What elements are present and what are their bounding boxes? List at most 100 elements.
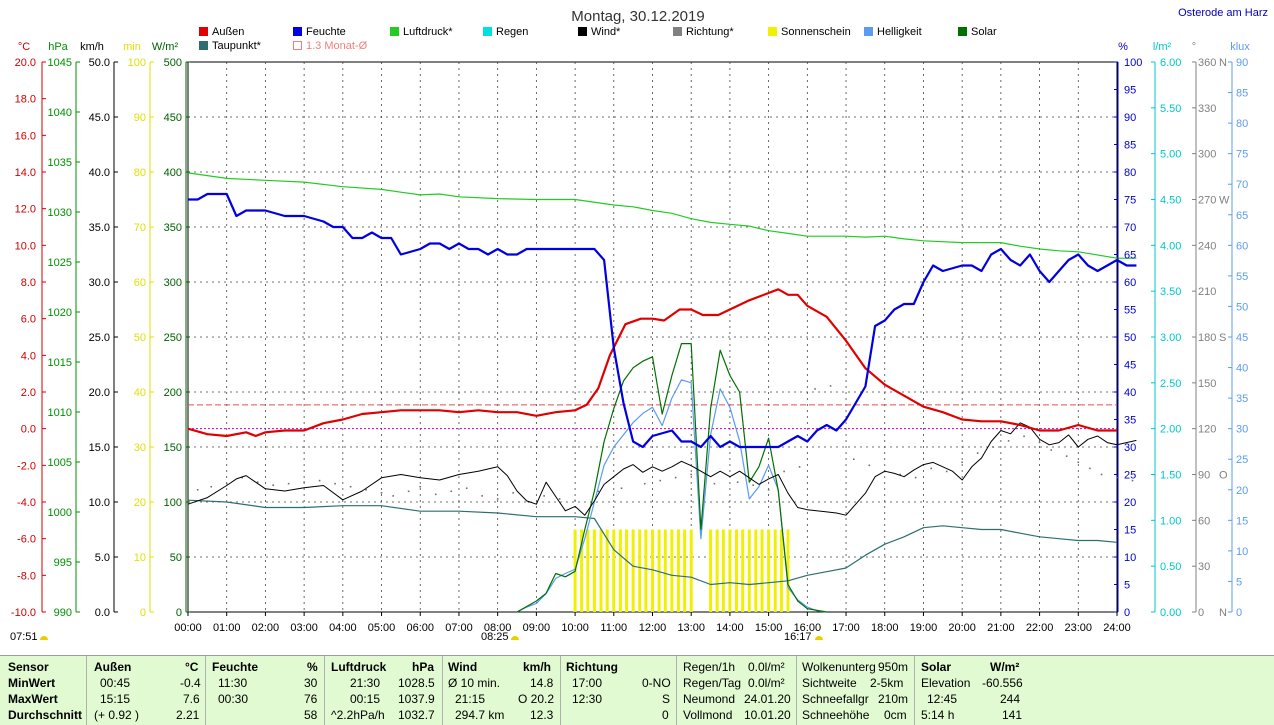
stats-label: 5:14 h [921,708,955,722]
axis-unit: hPa [48,41,68,53]
legend-label: Taupunkt* [212,40,262,52]
axis-tick-label: 330 [1198,103,1216,115]
stats-value: 2-5km [870,676,904,690]
axis-tick-label: 85 [1236,88,1248,100]
stats-value: 14.8 [530,676,554,690]
axis-tick-label: 1045 [48,57,72,69]
axis-tick-label: 1035 [48,157,72,169]
axis-tick-label: 90 [1236,57,1248,69]
axis-tick-label: 20.0 [89,387,110,399]
axis-tick-label: 1030 [48,207,72,219]
axis-tick-label: 18.0 [15,94,36,106]
axis-tick-label: 40.0 [89,167,110,179]
time-tick-label: 16:00 [794,622,822,634]
axis-tick-label: 0.0 [95,607,110,619]
axis-tick-label: 150 [164,442,182,454]
axis-tick-label: 50.0 [89,57,110,69]
direction-point [961,461,963,464]
axis-tick-label: 400 [164,167,182,179]
stats-header-luftdruck: Luftdruck [331,660,387,674]
legend-label: Helligkeit [877,26,922,38]
legend-swatch [293,41,302,50]
time-tick-label: 11:00 [600,622,627,634]
stats-unit: % [307,660,318,674]
stats-value: O 20.2 [518,692,555,706]
axis-tick-label: 1020 [48,307,72,319]
time-tick-label: 07:00 [445,622,473,634]
location-link[interactable]: Osterode am Harz [1178,7,1268,19]
direction-point [829,385,832,387]
direction-point [574,499,576,502]
axis-tick-label: 25 [1124,470,1136,482]
legend-label: Außen [212,26,244,38]
axis-unit: klux [1230,41,1250,53]
stats-value: 2.21 [176,708,200,722]
direction-point [1077,461,1080,464]
axis-tick-label: 240 [1198,240,1216,252]
axis-tick-label: 5.00 [1160,149,1181,161]
direction-point [713,482,716,485]
axis-unit: km/h [80,41,104,53]
direction-point [241,476,243,479]
axis-tick-label: 60 [134,277,146,289]
time-tick-label: 01:00 [213,622,241,634]
time-tick-label: 18:00 [871,622,899,634]
direction-point [210,485,213,488]
time-tick-label: 03:00 [290,622,318,634]
direction-point [256,481,259,483]
direction-point [620,487,623,490]
axis-tick-label: 0 [1124,607,1130,619]
stats-value: -60.556 [982,676,1023,690]
direction-point [512,492,514,494]
direction-point [899,473,902,476]
axis-tick-label: 180 [1198,332,1216,344]
chart-title: Montag, 30.12.2019 [571,8,704,25]
time-tick-label: 04:00 [329,622,357,634]
stats-header-wind: Wind [448,660,478,674]
stats-value: 244 [1000,692,1021,706]
legend-swatch [768,27,777,36]
stats-time: 00:15 [350,692,381,706]
direction-point [868,464,871,467]
direction-point [659,479,662,482]
axis-tick-label: 270 [1198,195,1216,207]
direction-point [1065,455,1068,457]
axis-tick-label: 30 [1198,561,1210,573]
stats-value: 24.01.20 [744,692,791,706]
axis-tick-label: 30.0 [89,277,110,289]
stats-label: Elevation [921,676,971,690]
stats-value: 1037.9 [398,692,435,706]
axis-tick-label: -4.0 [17,497,36,509]
axis-tick-label: 0 [176,607,182,619]
axis-tick-label: 40 [134,387,146,399]
axis-tick-label: 3.00 [1160,332,1181,344]
axis-tick-label: 1010 [48,407,72,419]
axis-tick-label: -8.0 [17,570,36,582]
axis-tick-label: 1040 [48,107,72,119]
axis-tick-label: 4.0 [21,350,36,362]
axis-tick-label: 50 [1236,301,1248,313]
direction-point [392,495,394,497]
legend-label: Sonnenschein [781,26,851,38]
axis-tick-label: 45 [1236,332,1248,344]
axis-tick-label: 70 [1124,222,1136,234]
axis-tick-label: 120 [1198,424,1216,436]
direction-point [752,484,754,486]
direction-point [380,492,383,494]
direction-point [674,476,677,479]
stats-value: 1032.7 [398,708,435,722]
stats-row-label: MinWert [8,676,56,690]
axis-tick-label: 75 [1236,149,1248,161]
axis-tick-label: 350 [164,222,182,234]
time-tick-label: 24:00 [1103,622,1131,634]
time-tick-label: 05:00 [368,622,396,634]
axis-tick-label: 10.0 [15,240,36,252]
stats-unit: km/h [523,660,552,674]
direction-point [643,482,646,485]
stats-time: 17:00 [572,676,603,690]
axis-tick-label: 70 [1236,179,1248,191]
direction-point [196,488,199,491]
direction-point [318,479,321,482]
stats-label: 12:45 [927,692,958,706]
legend-swatch [578,27,587,36]
